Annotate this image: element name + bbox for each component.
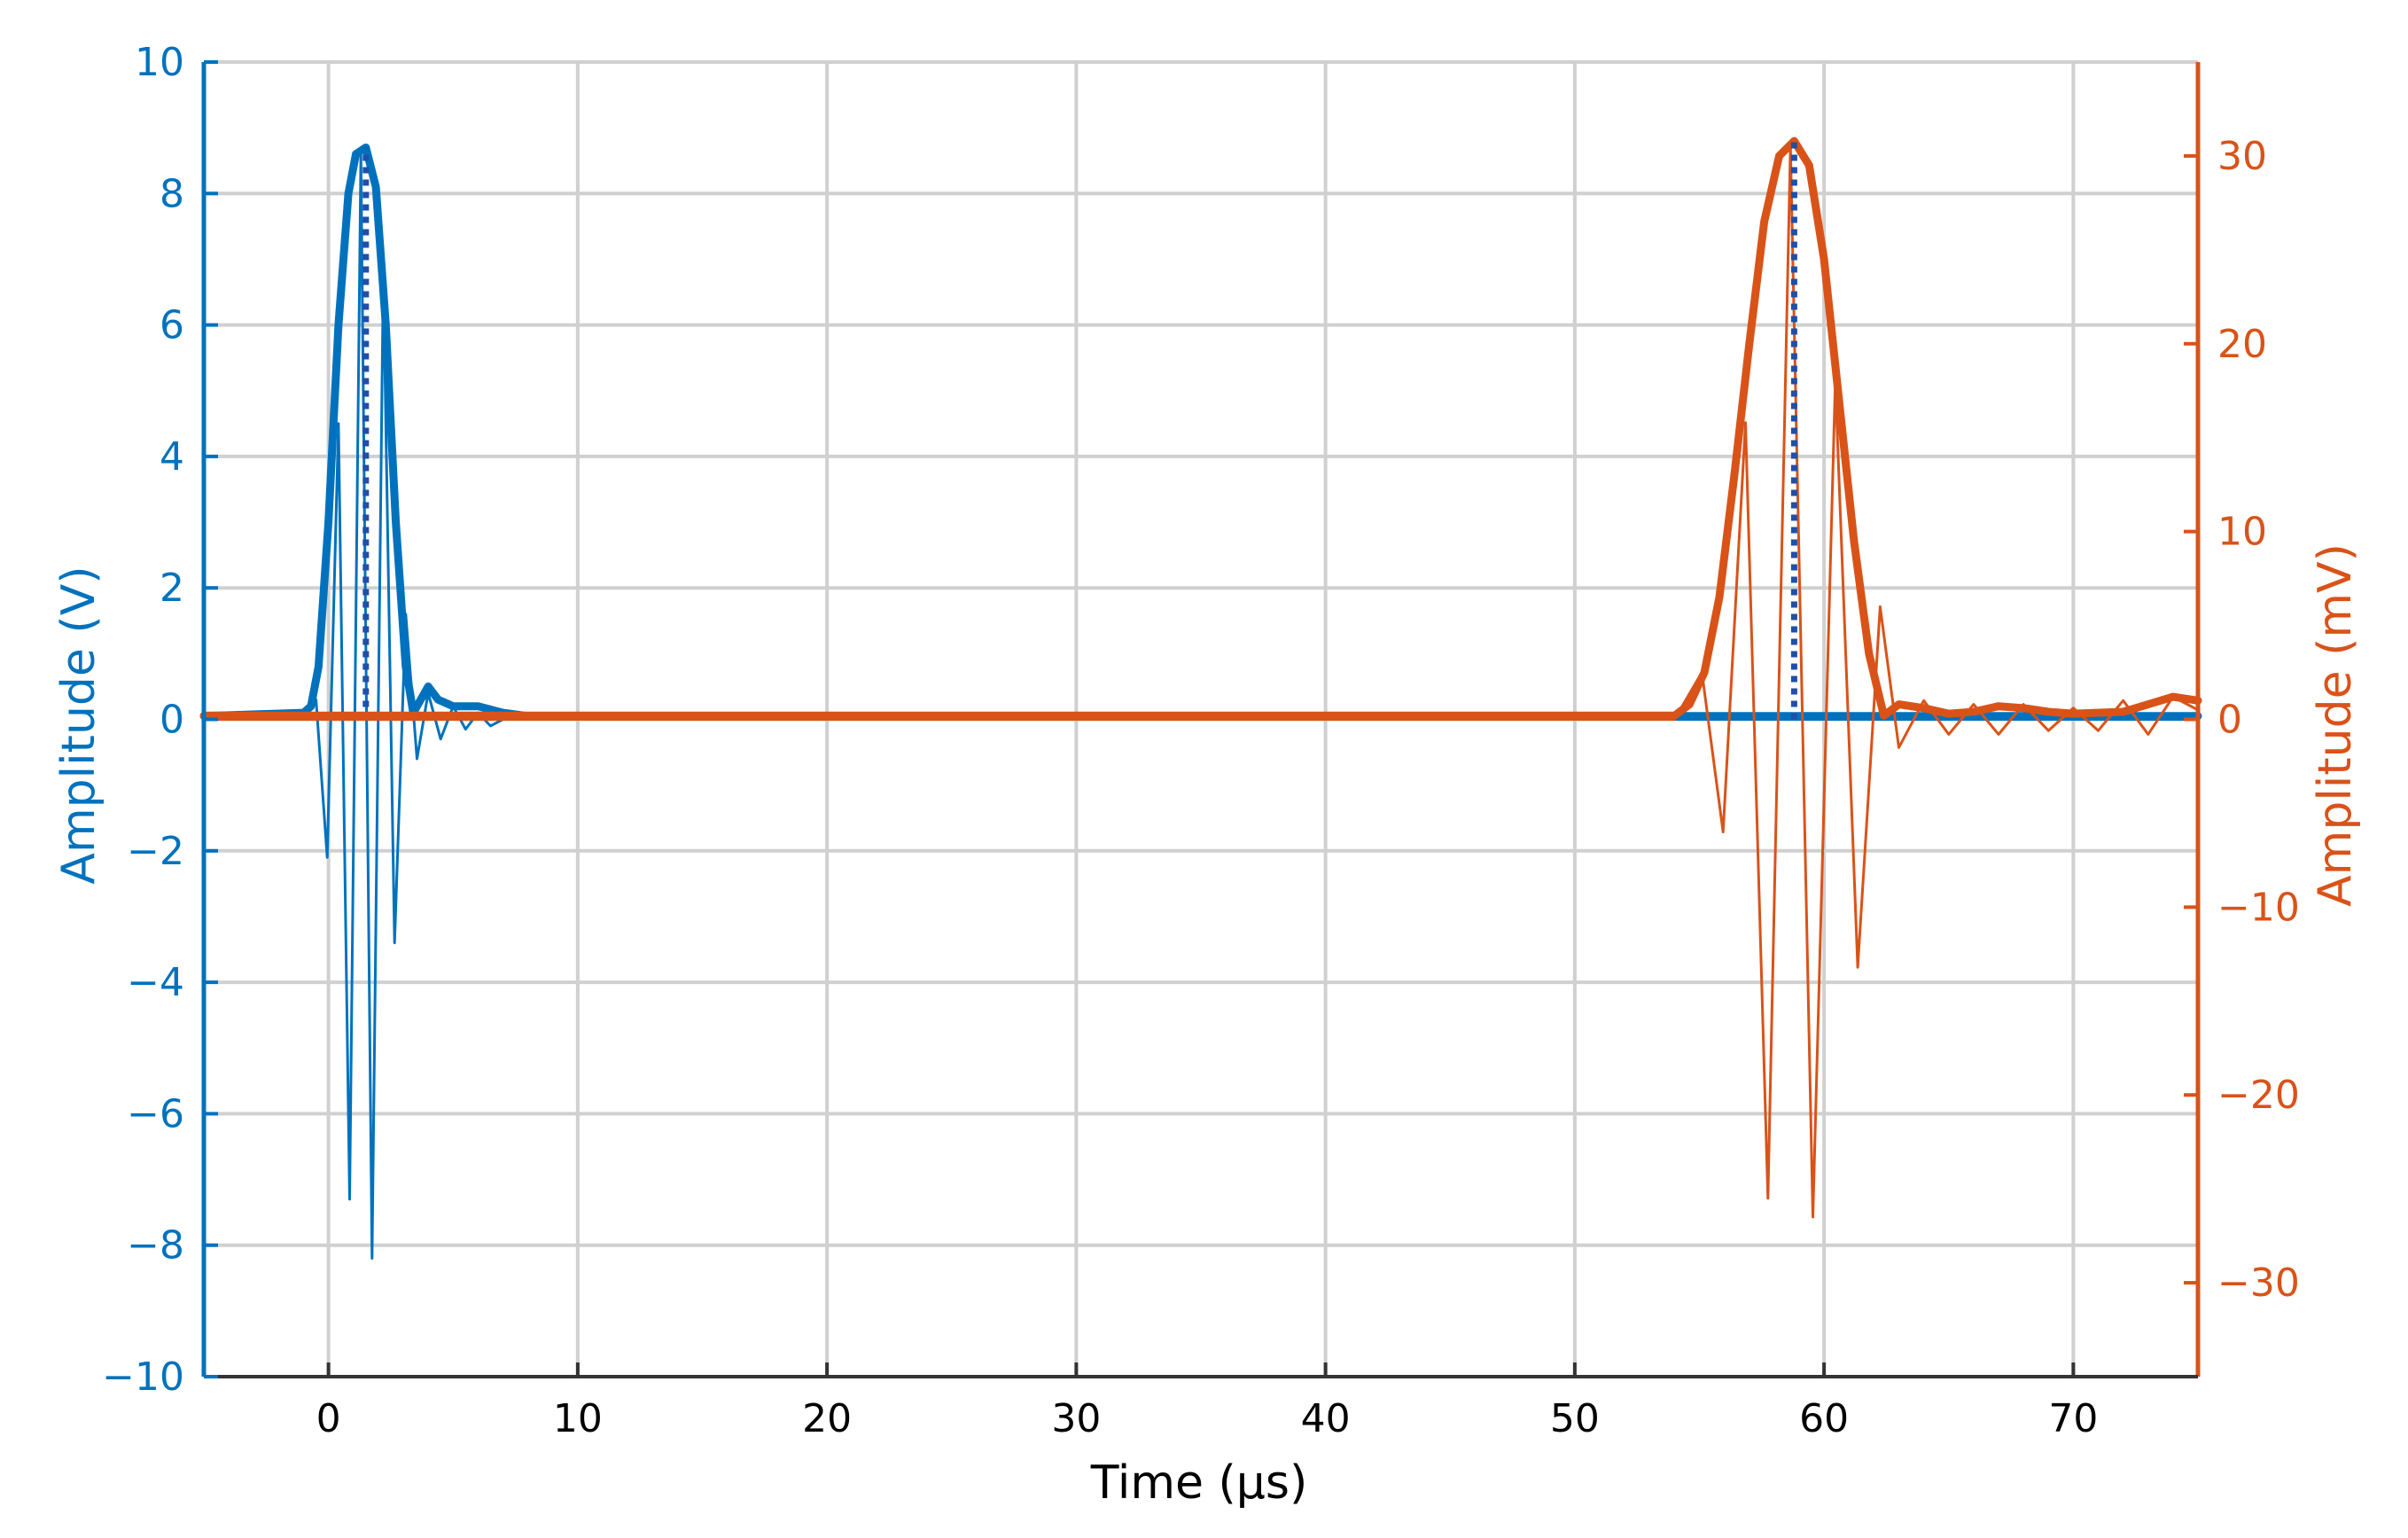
x-tick-label: 50 bbox=[1550, 1396, 1600, 1441]
left-y-tick-label: 0 bbox=[160, 698, 184, 743]
x-tick-label: 20 bbox=[802, 1396, 852, 1441]
left-y-tick-label: 6 bbox=[160, 303, 184, 348]
right-y-tick-label: 10 bbox=[2217, 510, 2267, 555]
left-y-tick-label: −2 bbox=[127, 829, 184, 874]
x-tick-label: 30 bbox=[1051, 1396, 1101, 1441]
right-envelope-line bbox=[199, 137, 2202, 720]
left-y-tick-label: −10 bbox=[102, 1355, 184, 1400]
left-y-tick-label: 2 bbox=[160, 566, 184, 611]
right-y-tick-label: −30 bbox=[2217, 1261, 2300, 1306]
right-y-axis-title: Amplitude (mV) bbox=[2309, 543, 2362, 907]
left-y-tick-label: 4 bbox=[160, 434, 184, 480]
right-burst-line bbox=[202, 144, 2200, 1219]
left-y-axis-title: Amplitude (V) bbox=[52, 566, 105, 884]
tick-labels: 0 10 20 30 40 50 60 70−10−8−6−4−20246810−30−20−… bbox=[102, 40, 2300, 1441]
x-tick-label: 60 bbox=[1799, 1396, 1849, 1441]
right-y-tick-label: −20 bbox=[2217, 1073, 2300, 1118]
axes bbox=[201, 60, 2201, 1378]
plot-series bbox=[199, 137, 2202, 1260]
left-y-tick-label: 10 bbox=[135, 40, 184, 85]
x-axis-title: Time (µs) bbox=[1090, 1456, 1308, 1510]
x-tick-label: 10 bbox=[553, 1396, 603, 1441]
left-y-tick-label: 8 bbox=[160, 171, 184, 216]
x-tick-label: 0 bbox=[316, 1396, 341, 1441]
x-tick-label: 70 bbox=[2048, 1396, 2098, 1441]
right-y-tick-label: 30 bbox=[2217, 134, 2267, 179]
left-envelope-line bbox=[199, 143, 2202, 721]
right-y-tick-label: 20 bbox=[2217, 322, 2267, 367]
x-tick-label: 40 bbox=[1301, 1396, 1351, 1441]
left-y-tick-label: −6 bbox=[127, 1091, 184, 1136]
right-y-tick-label: 0 bbox=[2217, 698, 2242, 743]
left-y-tick-label: −4 bbox=[127, 960, 184, 1005]
right-y-tick-label: −10 bbox=[2217, 885, 2300, 930]
left-y-tick-label: −8 bbox=[127, 1223, 184, 1269]
